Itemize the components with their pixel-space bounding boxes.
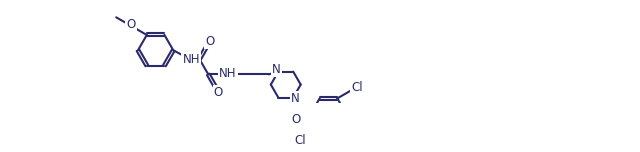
Text: Cl: Cl [294,134,306,147]
Text: N: N [272,63,280,76]
Text: O: O [214,86,223,99]
Text: NH: NH [219,67,236,79]
Text: O: O [205,35,214,48]
Text: O: O [126,18,136,31]
Text: N: N [291,92,300,105]
Text: Cl: Cl [351,81,362,94]
Text: NH: NH [182,53,200,66]
Text: O: O [291,113,301,126]
